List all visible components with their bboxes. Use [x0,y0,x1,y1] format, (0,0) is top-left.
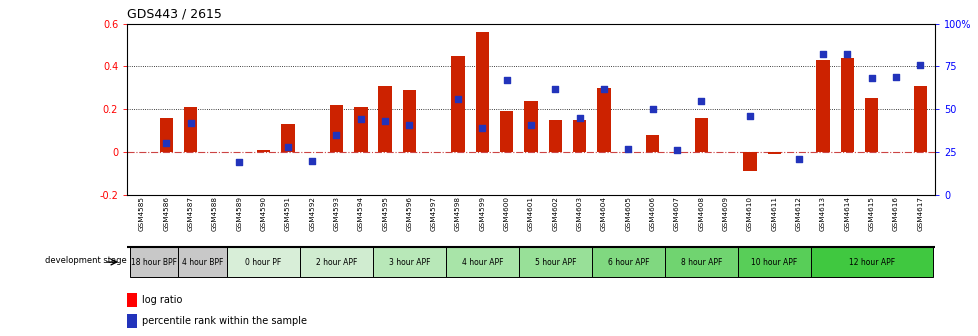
Bar [694,118,707,152]
Point [304,158,320,163]
Text: log ratio: log ratio [142,295,182,305]
Point [645,107,660,112]
Bar [572,120,586,152]
FancyBboxPatch shape [129,247,178,277]
Text: 4 hour BPF: 4 hour BPF [182,258,223,266]
Bar [865,98,877,152]
FancyBboxPatch shape [299,247,373,277]
Point [329,132,344,138]
FancyBboxPatch shape [592,247,664,277]
FancyBboxPatch shape [227,247,299,277]
Point [839,52,855,57]
Bar [330,105,343,152]
Text: 3 hour APF: 3 hour APF [388,258,429,266]
Text: 2 hour APF: 2 hour APF [316,258,357,266]
FancyBboxPatch shape [178,247,227,277]
Point [571,115,587,121]
Bar [256,150,270,152]
Point [499,77,514,83]
Point [377,119,392,124]
Bar [524,101,537,152]
Bar [159,118,173,152]
Point [522,122,538,127]
Point [790,156,806,162]
FancyBboxPatch shape [737,247,810,277]
Point [815,52,830,57]
Point [474,125,490,131]
Bar [451,56,465,152]
Point [231,160,246,165]
Point [547,86,562,91]
Point [620,146,636,151]
FancyBboxPatch shape [373,247,446,277]
FancyBboxPatch shape [446,247,518,277]
Bar [378,86,391,152]
Text: 5 hour APF: 5 hour APF [534,258,576,266]
Bar [742,152,756,171]
Bar [767,152,780,154]
Bar [840,58,853,152]
Text: 12 hour APF: 12 hour APF [848,258,894,266]
Point [183,120,199,126]
Bar [816,60,829,152]
Point [450,96,466,101]
Bar [912,86,926,152]
Point [911,62,927,67]
Text: 0 hour PF: 0 hour PF [245,258,282,266]
Bar [354,107,367,152]
Point [596,86,611,91]
Text: 18 hour BPF: 18 hour BPF [131,258,177,266]
FancyBboxPatch shape [810,247,932,277]
Point [353,117,369,122]
Text: 6 hour APF: 6 hour APF [607,258,648,266]
FancyBboxPatch shape [664,247,737,277]
Bar [281,124,294,152]
FancyBboxPatch shape [518,247,592,277]
Bar [127,293,137,307]
Point [401,122,417,127]
Point [280,144,295,150]
Bar [597,88,610,152]
Bar [645,135,659,152]
Text: 10 hour APF: 10 hour APF [750,258,797,266]
Text: GDS443 / 2615: GDS443 / 2615 [127,8,222,21]
Bar [184,107,197,152]
Point [669,148,685,153]
Point [887,74,903,79]
Point [692,98,708,103]
Text: percentile rank within the sample: percentile rank within the sample [142,316,306,326]
Text: development stage: development stage [45,256,126,265]
Bar [549,120,561,152]
Bar [500,111,512,152]
Point [863,76,878,81]
Text: 8 hour APF: 8 hour APF [680,258,722,266]
Bar [127,314,137,328]
Point [158,141,174,146]
Text: 4 hour APF: 4 hour APF [462,258,503,266]
Bar [475,32,489,152]
Bar [402,90,416,152]
Point [741,113,757,119]
